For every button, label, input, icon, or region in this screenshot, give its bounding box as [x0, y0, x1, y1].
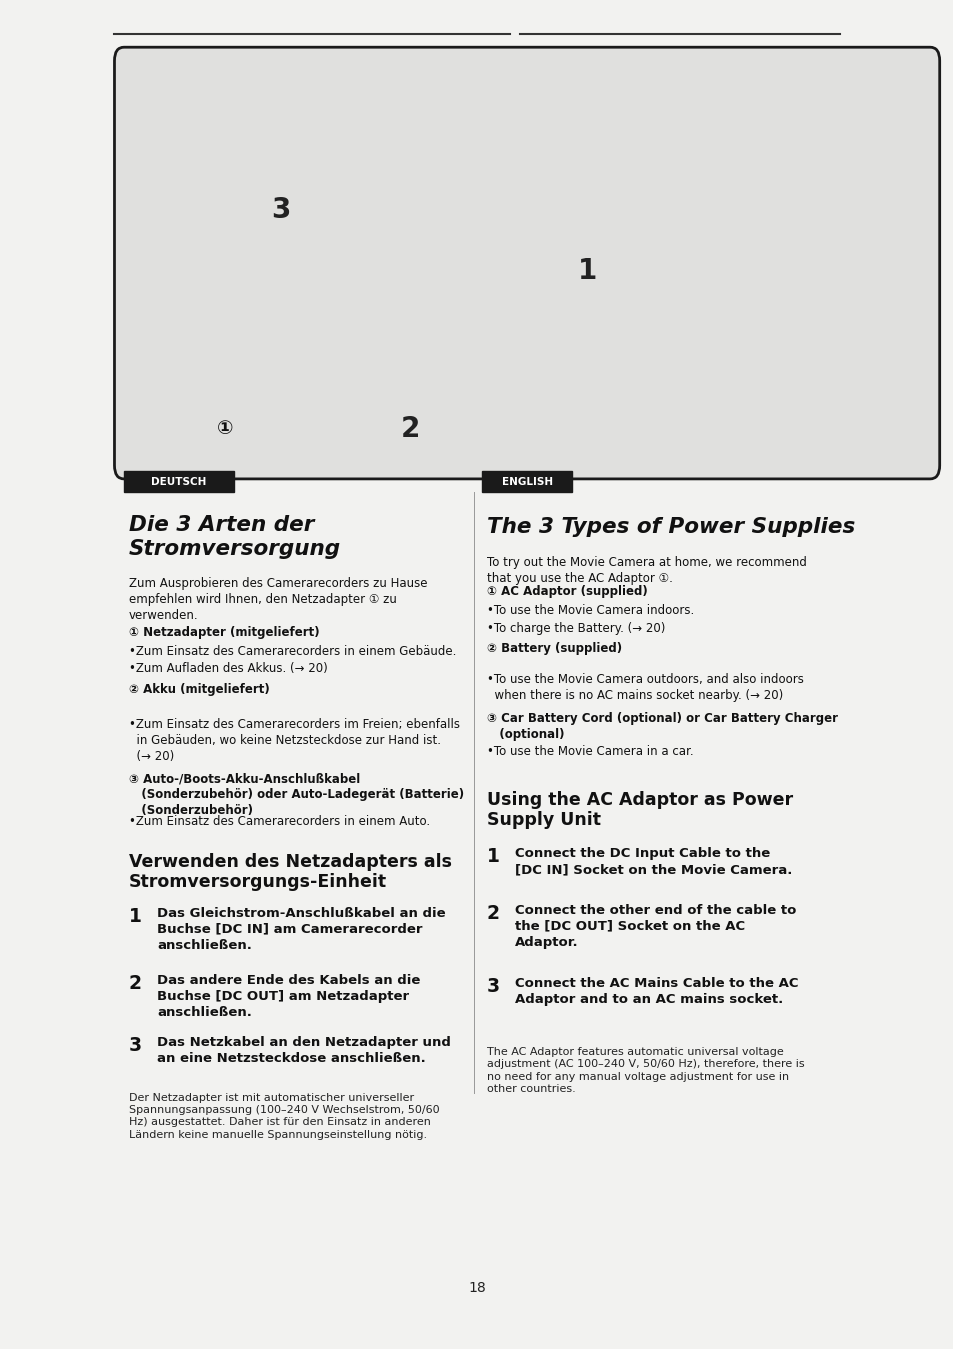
Text: Connect the AC Mains Cable to the AC
Adaptor and to an AC mains socket.: Connect the AC Mains Cable to the AC Ada… [515, 977, 798, 1005]
Text: ② Battery (supplied): ② Battery (supplied) [486, 642, 621, 656]
Text: 2: 2 [486, 904, 499, 923]
Text: •Zum Einsatz des Camerarecorders in einem Auto.: •Zum Einsatz des Camerarecorders in eine… [129, 815, 430, 828]
Text: ③ Car Battery Cord (optional) or Car Battery Charger
   (optional): ③ Car Battery Cord (optional) or Car Bat… [486, 712, 837, 741]
Bar [124, 471, 233, 492]
Text: •Zum Einsatz des Camerarecorders im Freien; ebenfalls
  in Gebäuden, wo keine Ne: •Zum Einsatz des Camerarecorders im Frei… [129, 718, 459, 762]
Text: DEUTSCH: DEUTSCH [151, 476, 207, 487]
Text: Das Netzkabel an den Netzadapter und
an eine Netzsteckdose anschließen.: Das Netzkabel an den Netzadapter und an … [157, 1036, 451, 1064]
Text: Das Gleichstrom-Anschlußkabel an die
Buchse [DC IN] am Camerarecorder
anschließe: Das Gleichstrom-Anschlußkabel an die Buc… [157, 907, 446, 951]
Text: ③ Auto-/Boots-Akku-Anschlußkabel
   (Sonderzubehör) oder Auto-Ladegerät (Batteri: ③ Auto-/Boots-Akku-Anschlußkabel (Sonder… [129, 773, 463, 817]
Text: 1: 1 [486, 847, 498, 866]
Bar [481, 471, 572, 492]
Text: •Zum Einsatz des Camerarecorders in einem Gebäude.: •Zum Einsatz des Camerarecorders in eine… [129, 645, 456, 658]
Text: 18: 18 [468, 1282, 485, 1295]
Text: Using the AC Adaptor as Power
Supply Unit: Using the AC Adaptor as Power Supply Uni… [486, 791, 792, 830]
Text: 3: 3 [272, 197, 291, 224]
Text: ①: ① [216, 420, 233, 438]
Text: Connect the other end of the cable to
the [DC OUT] Socket on the AC
Adaptor.: Connect the other end of the cable to th… [515, 904, 796, 948]
Text: ② Akku (mitgeliefert): ② Akku (mitgeliefert) [129, 683, 270, 696]
Text: ① AC Adaptor (supplied): ① AC Adaptor (supplied) [486, 585, 647, 599]
Text: Connect the DC Input Cable to the
[DC IN] Socket on the Movie Camera.: Connect the DC Input Cable to the [DC IN… [515, 847, 792, 876]
Text: •To use the Movie Camera indoors.: •To use the Movie Camera indoors. [486, 604, 693, 618]
Text: To try out the Movie Camera at home, we recommend
that you use the AC Adaptor ①.: To try out the Movie Camera at home, we … [486, 556, 805, 584]
Text: Zum Ausprobieren des Camerarecorders zu Hause
empfehlen wird Ihnen, den Netzadap: Zum Ausprobieren des Camerarecorders zu … [129, 577, 427, 622]
Text: •To use the Movie Camera in a car.: •To use the Movie Camera in a car. [486, 745, 693, 758]
Text: 2: 2 [129, 974, 142, 993]
Text: •To use the Movie Camera outdoors, and also indoors
  when there is no AC mains : •To use the Movie Camera outdoors, and a… [486, 673, 802, 701]
Text: 2: 2 [400, 415, 419, 442]
Text: 1: 1 [129, 907, 141, 925]
Text: The AC Adaptor features automatic universal voltage
adjustment (AC 100–240 V, 50: The AC Adaptor features automatic univer… [486, 1047, 803, 1094]
Text: •To charge the Battery. (→ 20): •To charge the Battery. (→ 20) [486, 622, 664, 635]
Text: Verwenden des Netzadapters als
Stromversorgungs-Einheit: Verwenden des Netzadapters als Stromvers… [129, 853, 452, 892]
Text: Die 3 Arten der
Stromversorgung: Die 3 Arten der Stromversorgung [129, 515, 340, 558]
Text: 1: 1 [578, 258, 597, 285]
Text: 3: 3 [129, 1036, 142, 1055]
Text: Das andere Ende des Kabels an die
Buchse [DC OUT] am Netzadapter
anschließen.: Das andere Ende des Kabels an die Buchse… [157, 974, 420, 1018]
Text: Der Netzadapter ist mit automatischer universeller
Spannungsanpassung (100–240 V: Der Netzadapter ist mit automatischer un… [129, 1093, 439, 1140]
FancyBboxPatch shape [114, 47, 939, 479]
Text: •Zum Aufladen des Akkus. (→ 20): •Zum Aufladen des Akkus. (→ 20) [129, 662, 327, 676]
Text: ENGLISH: ENGLISH [501, 476, 552, 487]
Text: The 3 Types of Power Supplies: The 3 Types of Power Supplies [486, 517, 854, 537]
Text: ① Netzadapter (mitgeliefert): ① Netzadapter (mitgeliefert) [129, 626, 319, 639]
Text: 3: 3 [486, 977, 499, 996]
